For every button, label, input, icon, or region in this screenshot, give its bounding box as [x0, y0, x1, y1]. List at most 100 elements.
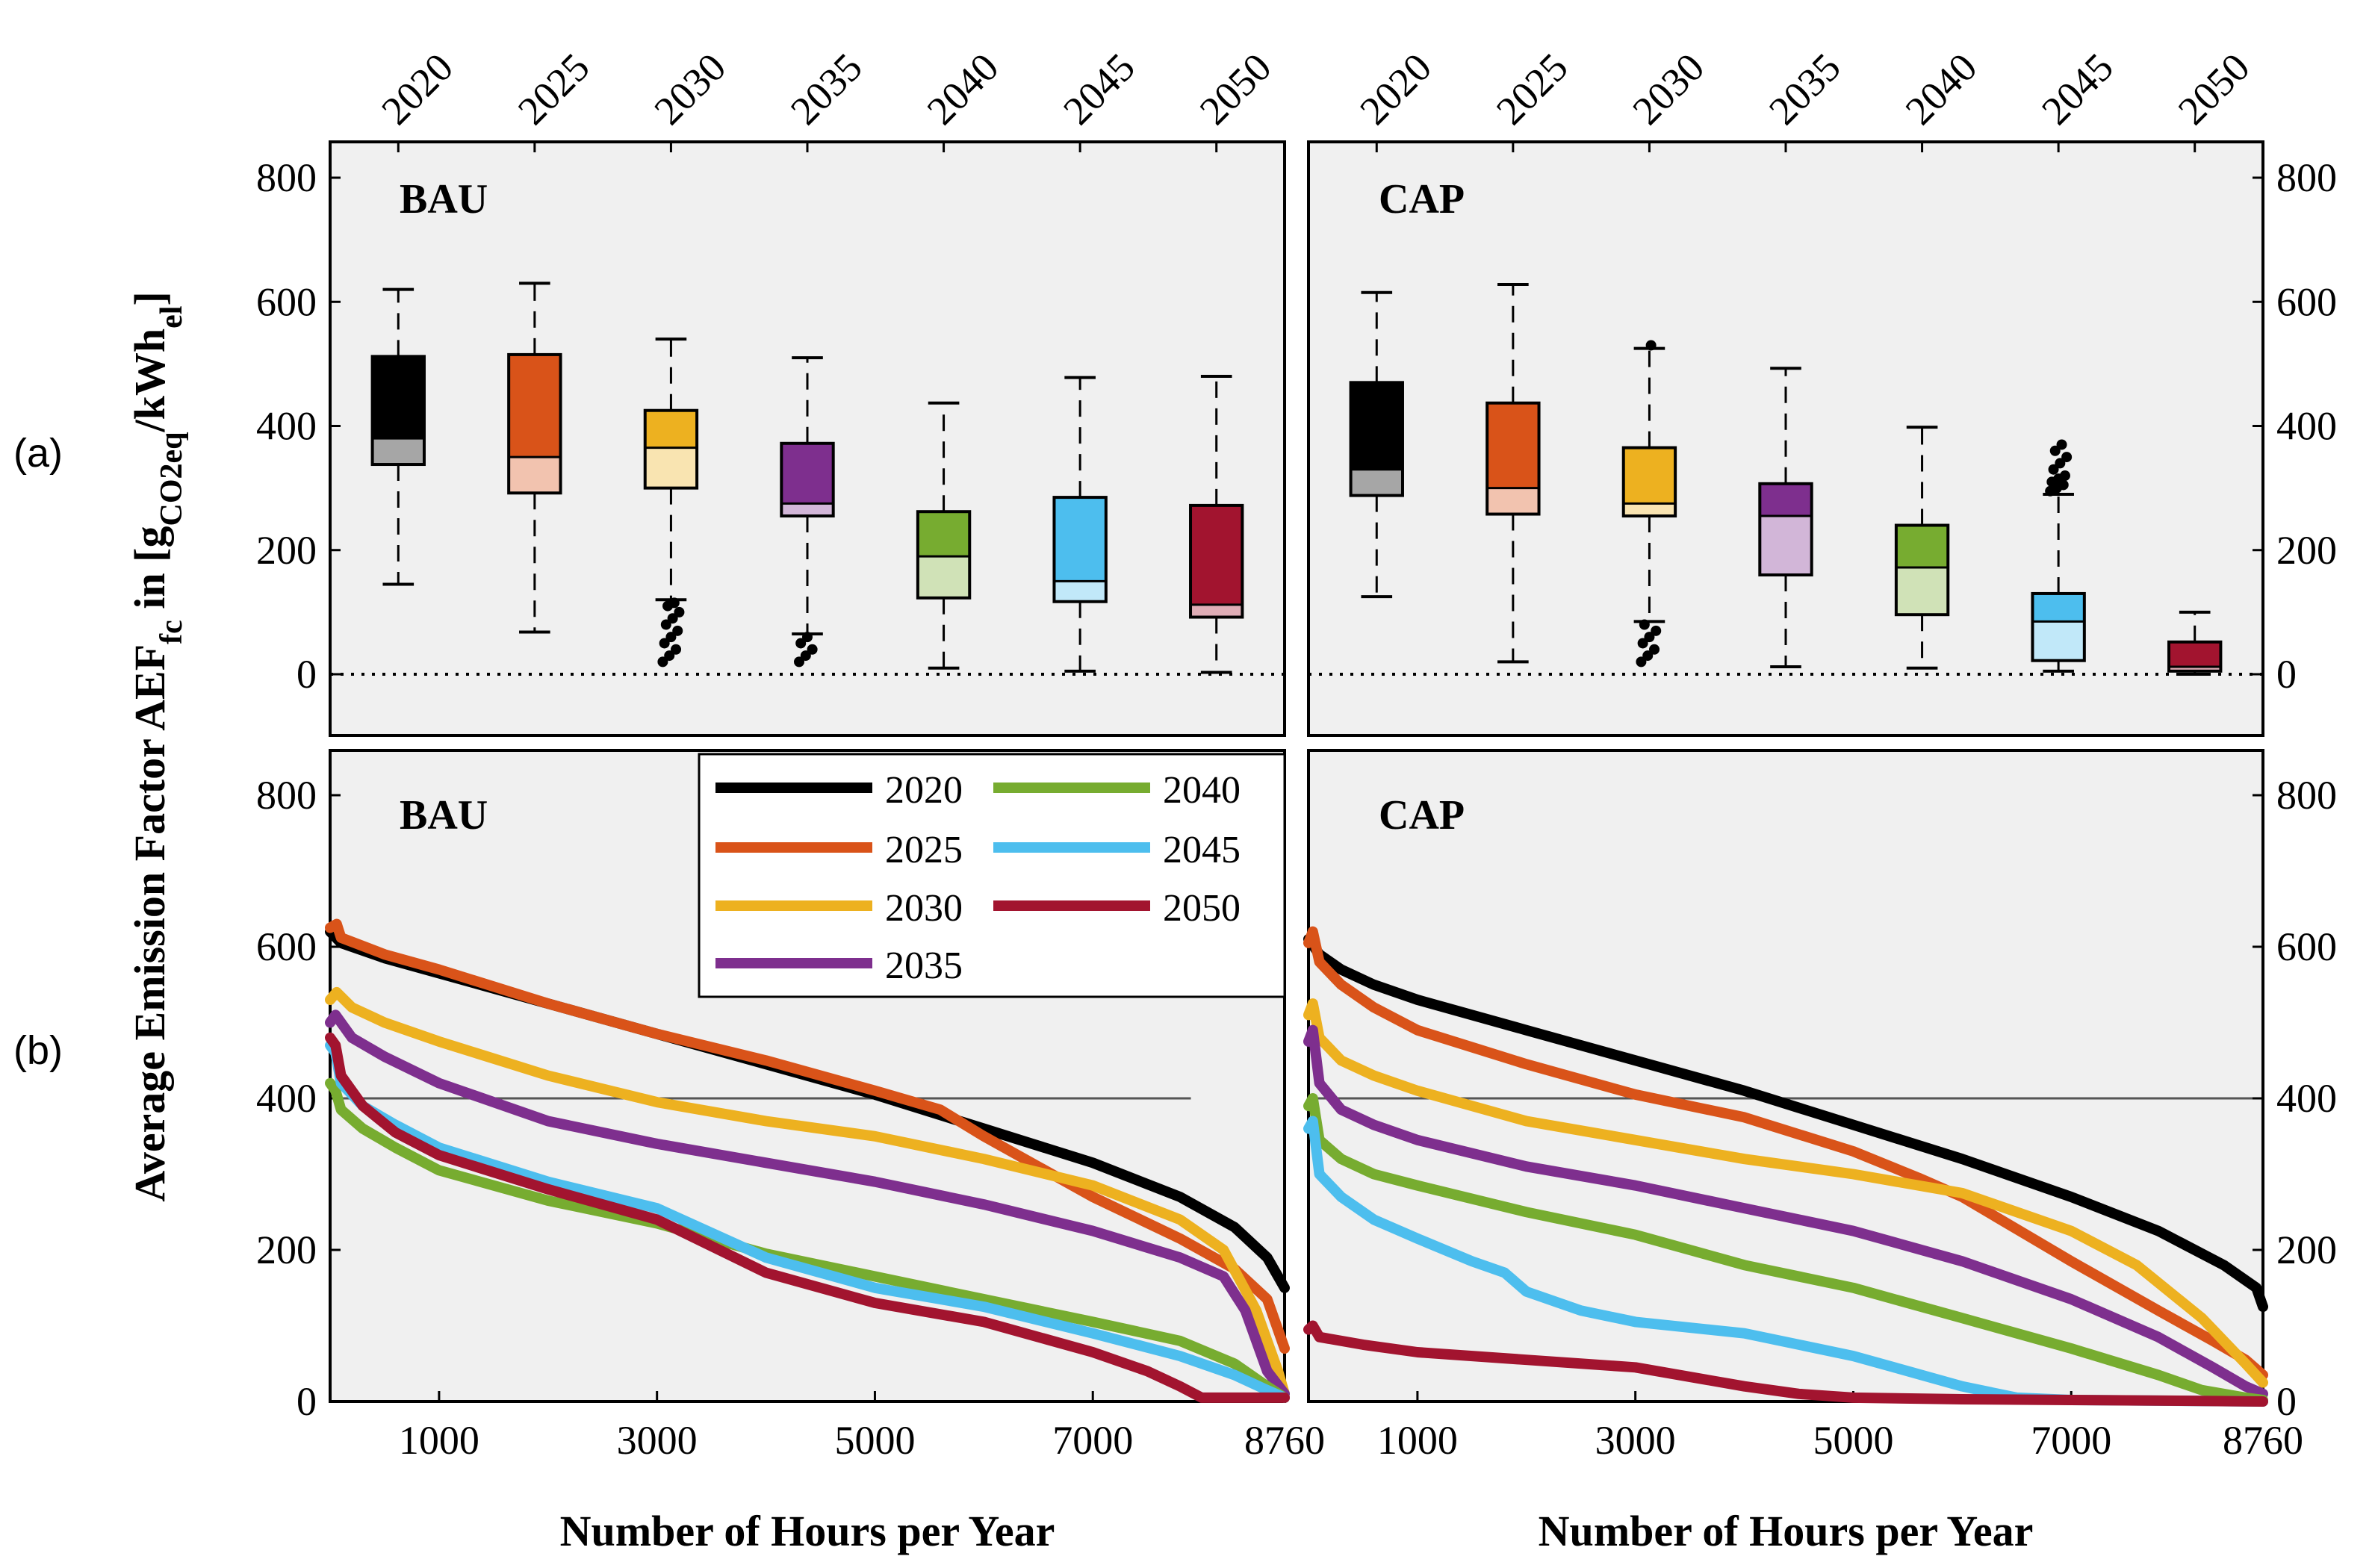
- box-lower-fill: [372, 438, 424, 465]
- a-bau-ytick-label: 200: [256, 528, 317, 573]
- box-lower-fill: [645, 447, 698, 488]
- b-bau-ytick-label: 800: [256, 773, 317, 818]
- a-cap-ytick-label: 800: [2276, 155, 2337, 200]
- b-cap-xtick-label: 7000: [2031, 1418, 2111, 1463]
- b-bau-series-2030: [325, 986, 1290, 1399]
- b-bau-xtick-label: 8760: [1244, 1418, 1325, 1463]
- x-axis-label-cap: Number of Hours per Year: [1539, 1507, 2034, 1555]
- outlier-point: [795, 638, 807, 649]
- b-cap-ytick-label: 600: [2276, 924, 2337, 969]
- box-lower-fill: [1896, 567, 1949, 615]
- a-cap-box-2040: [1894, 426, 1950, 670]
- b-cap-xtick-label: 1000: [1377, 1418, 1458, 1463]
- b-bau-series-2050: [325, 1032, 1290, 1403]
- panel-b-cap-title: CAP: [1379, 792, 1465, 839]
- a-bau-category-label: 2045: [1055, 45, 1143, 134]
- outlier-point: [2049, 445, 2061, 456]
- outlier-point: [1644, 632, 1655, 643]
- box-lower-fill: [781, 503, 833, 517]
- outlier-point: [674, 606, 685, 617]
- a-cap-category-label: 2025: [1488, 45, 1577, 134]
- a-cap-box-2035: [1758, 367, 1813, 669]
- a-cap-box-2045: [2031, 439, 2086, 673]
- b-cap-series-2040: [1303, 1093, 2268, 1405]
- a-cap-ytick-label: 600: [2276, 279, 2337, 324]
- box-outline: [507, 352, 562, 495]
- a-cap-ytick-label: 200: [2276, 528, 2337, 573]
- row-label-a: (a): [13, 431, 63, 476]
- panel-a-cap-background: [1307, 140, 2264, 737]
- b-bau-xtick-label: 5000: [834, 1418, 915, 1463]
- outlier-point: [2059, 470, 2070, 481]
- box-outline: [2167, 640, 2223, 673]
- box-upper-fill: [917, 511, 970, 557]
- box-outline: [370, 355, 426, 467]
- a-bau-category-label: 2040: [919, 45, 1008, 134]
- a-bau-category-label: 2025: [509, 45, 598, 134]
- b-cap-xtick-label: 5000: [1813, 1418, 1893, 1463]
- legend-label-2045: 2045: [1163, 829, 1241, 871]
- a-cap-box-2020: [1349, 290, 1404, 599]
- box-upper-fill: [1623, 447, 1676, 504]
- outlier-point: [800, 650, 811, 662]
- b-bau-ytick-label: 400: [256, 1076, 317, 1121]
- a-cap-ytick-label: 0: [2276, 652, 2297, 697]
- b-bau-ytick-label: 600: [256, 924, 317, 969]
- box-upper-fill: [1760, 483, 1812, 517]
- box-outline: [1349, 381, 1404, 497]
- outlier-point: [802, 632, 813, 643]
- a-bau-box-2020: [370, 287, 426, 586]
- b-bau-xtick-label: 1000: [399, 1418, 479, 1463]
- b-bau-ytick-label: 200: [256, 1228, 317, 1272]
- box-upper-fill: [645, 410, 698, 448]
- legend-label-2035: 2035: [885, 945, 963, 987]
- a-bau-box-2040: [916, 401, 972, 670]
- outlier-point: [2055, 458, 2066, 469]
- box-lower-fill: [1190, 604, 1243, 617]
- b-cap-series-2045: [1303, 1116, 2268, 1407]
- a-cap-box-2025: [1485, 282, 1541, 664]
- y-axis-label: Average Emission Factor AEFfc in [gCO2eq…: [125, 291, 189, 1202]
- outlier-point: [1642, 650, 1654, 662]
- panel-b-bau-title: BAU: [400, 792, 488, 839]
- box-lower-fill: [917, 556, 970, 598]
- box-outline: [2031, 591, 2086, 662]
- box-outline: [780, 441, 835, 518]
- a-bau-box-2050: [1189, 375, 1244, 674]
- legend-label-2030: 2030: [885, 887, 963, 930]
- panel-b-bau-lines: 0 200 400 600 800 1000 3000 5000 7000 8760: [256, 773, 1325, 1463]
- outlier-point: [671, 644, 682, 655]
- b-cap-xtick-label: 3000: [1595, 1418, 1676, 1463]
- outlier-point: [1637, 638, 1648, 649]
- box-outline: [1052, 496, 1108, 603]
- legend-label-2040: 2040: [1163, 769, 1241, 812]
- legend-label-2050: 2050: [1163, 887, 1241, 930]
- a-bau-ytick-label: 600: [256, 279, 317, 324]
- outlier-point: [657, 656, 668, 668]
- a-bau-box-2045: [1052, 376, 1108, 673]
- outlier-point: [1645, 340, 1657, 351]
- box-lower-fill: [2169, 667, 2221, 671]
- b-cap-ytick-label: 0: [2276, 1379, 2297, 1424]
- box-lower-fill: [1760, 516, 1812, 575]
- b-cap-series-2050: [1303, 1320, 2268, 1407]
- a-bau-category-label: 2030: [645, 45, 734, 134]
- outlier-point: [664, 650, 675, 662]
- b-bau-series-2025: [325, 918, 1290, 1354]
- box-lower-fill: [1623, 503, 1676, 517]
- b-bau-xtick-label: 7000: [1052, 1418, 1133, 1463]
- outlier-point: [660, 619, 671, 630]
- legend-label-2020: 2020: [885, 769, 963, 812]
- b-cap-series-2035: [1303, 1024, 2268, 1399]
- a-bau-category-label: 2020: [373, 45, 462, 134]
- box-upper-fill: [372, 356, 424, 439]
- box-outline: [643, 408, 699, 490]
- a-bau-ytick-label: 400: [256, 404, 317, 449]
- outlier-point: [668, 597, 680, 609]
- panel-a-bau-title: BAU: [400, 176, 488, 223]
- a-cap-category-label: 2020: [1351, 45, 1440, 134]
- outlier-point: [672, 625, 683, 636]
- box-lower-fill: [2032, 621, 2084, 661]
- box-upper-fill: [1054, 497, 1106, 582]
